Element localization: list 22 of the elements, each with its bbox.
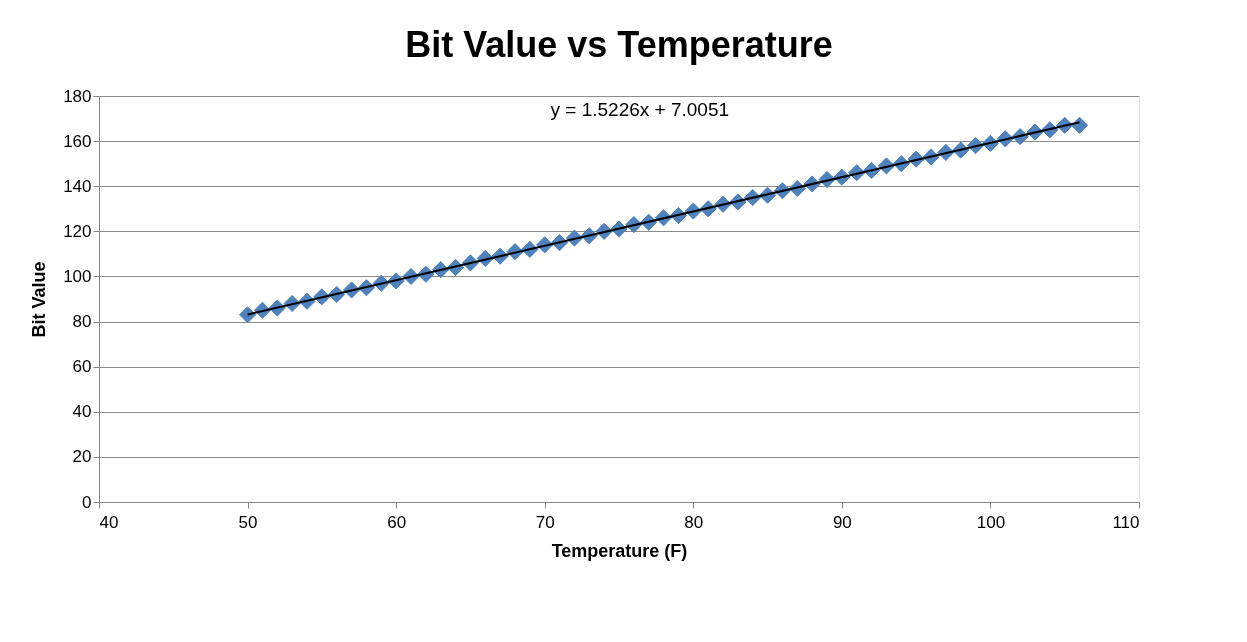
x-tick-label: 50 xyxy=(238,512,258,532)
y-tick-label: 180 xyxy=(63,86,92,106)
x-axis-title: Temperature (F) xyxy=(551,540,688,561)
x-tick-label: 110 xyxy=(1112,512,1140,532)
x-tick-label: 70 xyxy=(535,512,555,532)
y-tick-label: 140 xyxy=(63,176,92,196)
annotation: y = 1.5226x + 7.0051 xyxy=(550,99,730,120)
y-tick-label: 100 xyxy=(63,266,92,286)
y-tick-label: 60 xyxy=(72,357,92,377)
y-tick-label: 160 xyxy=(63,131,92,151)
chart-title: Bit Value vs Temperature xyxy=(405,24,833,65)
y-tick-label: 0 xyxy=(82,492,92,512)
y-tick-label: 80 xyxy=(72,312,92,332)
x-tick-label: 60 xyxy=(387,512,407,532)
y-tick-label: 120 xyxy=(63,221,92,241)
x-tick-label: 100 xyxy=(976,512,1006,532)
y-axis-title: Bit Value xyxy=(29,261,50,338)
x-tick-label: 90 xyxy=(832,512,852,532)
y-tick-label: 40 xyxy=(72,402,92,422)
x-tick-label: 80 xyxy=(684,512,704,532)
y-tick-label: 20 xyxy=(72,447,92,467)
x-tick-label: 40 xyxy=(99,512,119,532)
